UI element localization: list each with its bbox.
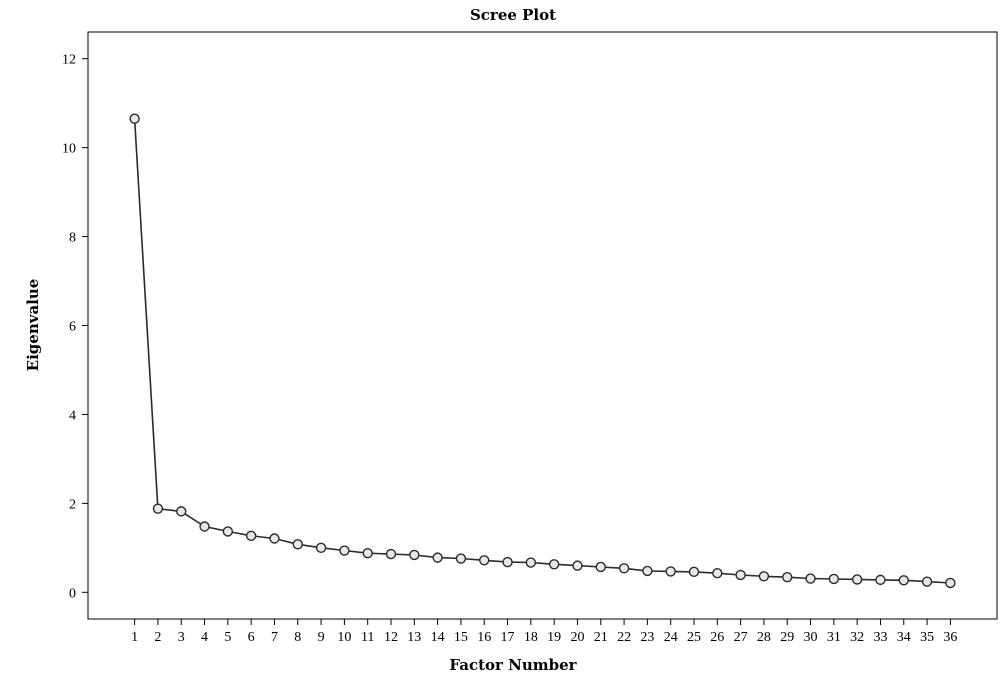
series-line xyxy=(133,118,951,584)
x-tick-label: 12 xyxy=(384,630,398,645)
x-tick-label: 32 xyxy=(850,630,864,645)
data-point xyxy=(479,555,490,566)
data-point xyxy=(758,571,770,582)
x-tick-label: 11 xyxy=(361,630,374,645)
data-point xyxy=(851,574,863,585)
data-point xyxy=(782,571,793,583)
x-tick-label: 30 xyxy=(804,630,818,645)
x-tick-label: 13 xyxy=(407,630,421,645)
x-tick-label: 7 xyxy=(271,630,278,645)
x-tick-label: 4 xyxy=(201,630,208,645)
x-tick-label: 9 xyxy=(318,630,325,645)
x-tick-label: 1 xyxy=(131,630,138,645)
data-point xyxy=(385,548,397,560)
chart-title: Scree Plot xyxy=(470,6,556,24)
data-point xyxy=(805,573,816,584)
x-tick-label: 21 xyxy=(594,630,608,645)
x-tick-label: 26 xyxy=(710,630,724,645)
x-tick-label: 20 xyxy=(570,630,584,645)
data-point xyxy=(455,553,467,564)
data-point xyxy=(152,503,164,514)
data-point xyxy=(339,545,350,556)
data-point xyxy=(595,561,606,573)
data-point xyxy=(921,576,933,587)
data-point xyxy=(222,526,234,537)
data-point xyxy=(548,559,560,570)
x-tick-label: 15 xyxy=(454,630,468,645)
x-axis-label: Factor Number xyxy=(449,656,577,674)
data-point xyxy=(129,113,140,124)
data-point xyxy=(572,560,583,571)
x-tick-label: 27 xyxy=(734,630,748,645)
x-tick-label: 3 xyxy=(178,630,185,645)
data-point xyxy=(875,574,886,586)
x-tick-label: 22 xyxy=(617,630,631,645)
data-point xyxy=(618,563,630,574)
data-point xyxy=(362,547,373,559)
data-point xyxy=(176,506,187,517)
x-axis: 1 2 3 4 5 6 7 8 9 10 11 12 13 14 15 16 17 18 19 20 21 22 23 24 2… xyxy=(131,619,957,645)
x-tick-label: 33 xyxy=(873,630,887,645)
data-point xyxy=(245,530,257,542)
data-point xyxy=(735,569,746,581)
data-point xyxy=(409,549,420,561)
data-point xyxy=(502,556,513,568)
y-tick-label: 6 xyxy=(69,320,76,335)
data-point xyxy=(828,573,840,585)
data-point xyxy=(642,565,653,577)
data-point xyxy=(269,533,280,544)
y-tick-label: 10 xyxy=(62,142,76,157)
x-tick-label: 6 xyxy=(248,630,255,645)
y-tick-label: 2 xyxy=(69,497,76,512)
x-tick-label: 19 xyxy=(547,630,561,645)
x-tick-label: 2 xyxy=(154,630,161,645)
x-tick-label: 29 xyxy=(780,630,794,645)
x-tick-label: 34 xyxy=(897,630,911,645)
x-tick-label: 17 xyxy=(501,630,515,645)
x-tick-label: 25 xyxy=(687,630,701,645)
data-point xyxy=(945,577,956,589)
x-tick-label: 24 xyxy=(664,630,678,645)
x-tick-label: 10 xyxy=(337,630,351,645)
data-series xyxy=(129,113,956,589)
data-point xyxy=(432,552,443,563)
data-point xyxy=(199,521,210,532)
y-axis: 0 2 4 6 8 10 12 xyxy=(62,53,88,601)
y-tick-label: 8 xyxy=(69,231,76,246)
data-point xyxy=(688,566,700,578)
x-tick-label: 28 xyxy=(757,630,771,645)
x-tick-label: 35 xyxy=(920,630,934,645)
y-tick-label: 0 xyxy=(69,586,76,601)
x-tick-label: 5 xyxy=(224,630,231,645)
y-axis-label: Eigenvalue xyxy=(24,279,42,372)
data-point xyxy=(525,557,537,568)
data-point xyxy=(898,575,909,586)
x-tick-label: 16 xyxy=(477,630,491,645)
y-tick-label: 12 xyxy=(62,53,76,68)
data-point xyxy=(292,539,303,550)
y-tick-label: 4 xyxy=(69,408,76,423)
x-tick-label: 18 xyxy=(524,630,538,645)
data-point xyxy=(315,542,327,554)
x-tick-label: 36 xyxy=(943,630,957,645)
x-tick-label: 8 xyxy=(294,630,301,645)
data-point xyxy=(712,567,723,579)
x-tick-label: 23 xyxy=(640,630,654,645)
data-point xyxy=(665,566,676,577)
x-tick-label: 31 xyxy=(827,630,841,645)
x-tick-label: 14 xyxy=(431,630,445,645)
